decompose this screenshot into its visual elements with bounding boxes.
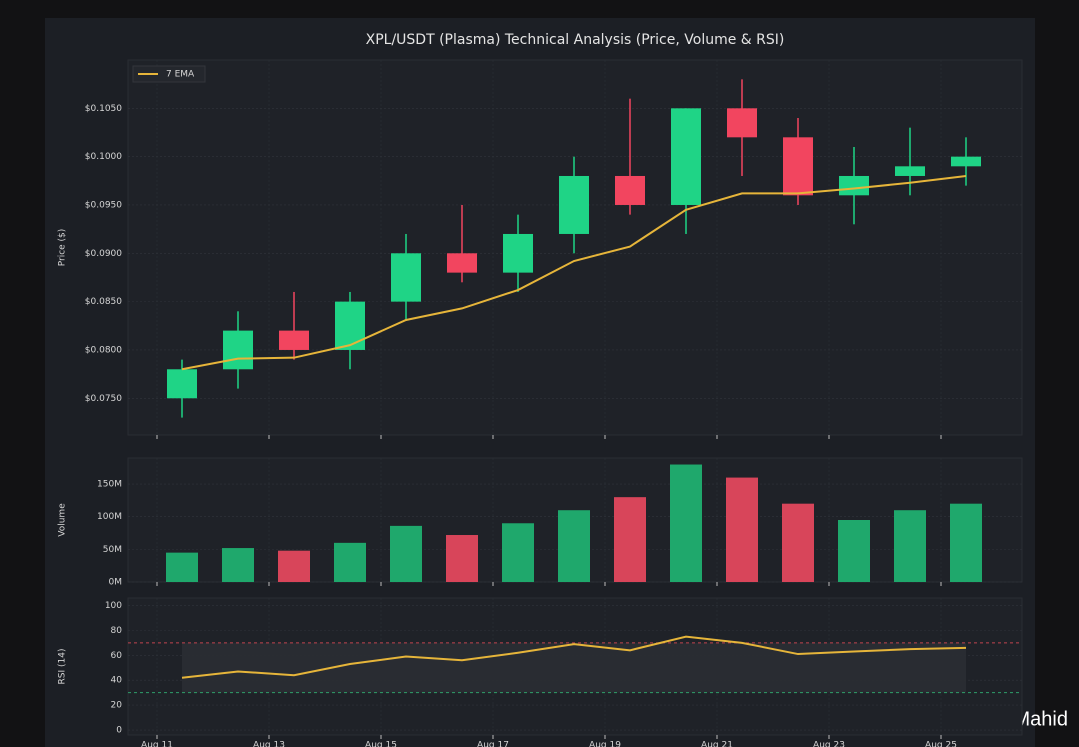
y-tick-label: 0M xyxy=(109,578,123,588)
y-tick-label: $0.0750 xyxy=(85,394,122,404)
plot-area xyxy=(127,59,1023,436)
volume-bar xyxy=(334,542,366,582)
candle-body xyxy=(167,369,197,399)
x-tick-label: Aug 21 xyxy=(701,741,733,747)
volume-bar xyxy=(782,503,814,582)
y-tick-label: $0.0950 xyxy=(85,200,122,210)
candle-body xyxy=(839,175,869,196)
volume-bar xyxy=(390,525,422,582)
y-axis-label: Volume xyxy=(58,503,68,537)
volume-bar xyxy=(950,503,982,582)
chart-title: XPL/USDT (Plasma) Technical Analysis (Pr… xyxy=(366,32,785,48)
legend-label: 7 EMA xyxy=(166,70,195,80)
y-tick-label: 100M xyxy=(97,512,122,522)
y-axis-label: Price ($) xyxy=(58,229,68,267)
candle-body xyxy=(951,156,981,167)
y-tick-label: $0.1000 xyxy=(85,152,122,162)
candle-body xyxy=(447,253,477,273)
candle-body xyxy=(895,166,925,176)
y-tick-label: 80 xyxy=(111,626,123,636)
volume-bar xyxy=(894,510,926,582)
x-tick-label: Aug 19 xyxy=(589,741,621,747)
y-tick-label: $0.1050 xyxy=(85,104,122,114)
legend-box xyxy=(132,65,206,83)
volume-bar xyxy=(446,535,478,582)
y-tick-label: 20 xyxy=(111,701,123,711)
y-tick-label: 0 xyxy=(116,726,122,736)
y-tick-label: $0.0900 xyxy=(85,249,122,259)
candle-body xyxy=(559,175,589,234)
volume-bar xyxy=(222,548,254,582)
y-tick-label: 40 xyxy=(111,676,123,686)
volume-bar xyxy=(558,510,590,582)
ema-line xyxy=(181,174,967,371)
volume-bar xyxy=(838,520,870,582)
volume-bar xyxy=(726,477,758,582)
candle-body xyxy=(335,301,365,350)
candle-body xyxy=(503,233,533,273)
candle-body xyxy=(279,330,309,350)
x-tick-label: Aug 25 xyxy=(925,741,957,747)
x-tick-label: Aug 15 xyxy=(365,741,397,747)
x-tick-label: Aug 23 xyxy=(813,741,845,747)
candle-body xyxy=(615,175,645,205)
y-tick-label: $0.0850 xyxy=(85,297,122,307)
rsi-band xyxy=(182,642,966,693)
candle-body xyxy=(727,108,757,138)
volume-bar xyxy=(278,550,310,582)
volume-bar xyxy=(166,552,198,582)
candle-body xyxy=(391,253,421,302)
y-tick-label: 100 xyxy=(105,601,122,611)
rsi-line xyxy=(181,635,967,679)
x-tick-label: Aug 11 xyxy=(141,741,173,747)
y-tick-label: $0.0800 xyxy=(85,345,122,355)
y-tick-label: 150M xyxy=(97,480,122,490)
y-axis-label: RSI (14) xyxy=(58,649,68,685)
volume-bar xyxy=(502,523,534,582)
candle-body xyxy=(671,108,701,205)
x-tick-label: Aug 17 xyxy=(477,741,509,747)
volume-bar xyxy=(670,464,702,582)
volume-bar xyxy=(614,497,646,582)
y-tick-label: 50M xyxy=(103,545,122,555)
candle-body xyxy=(783,137,813,196)
candle-body xyxy=(223,330,253,370)
x-tick-label: Aug 13 xyxy=(253,741,285,747)
y-tick-label: 60 xyxy=(111,651,123,661)
